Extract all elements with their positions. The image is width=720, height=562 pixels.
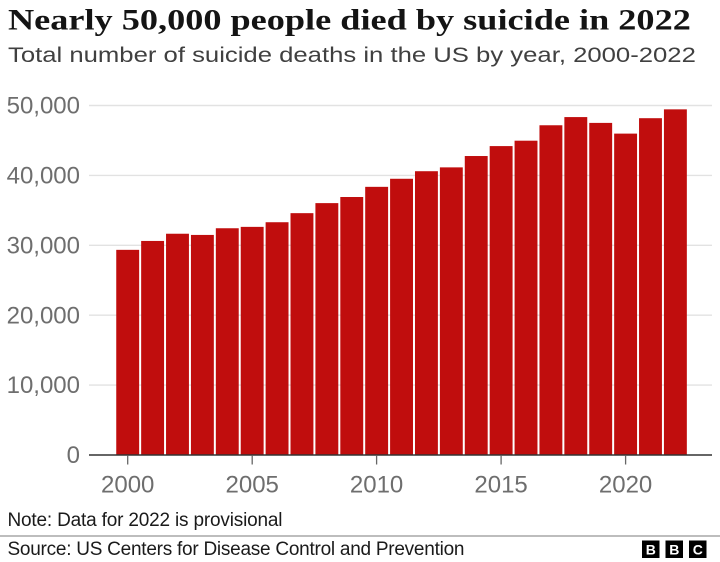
svg-text:20,000: 20,000 (7, 302, 80, 329)
svg-text:Source: US Centers for Disease: Source: US Centers for Disease Control a… (8, 539, 465, 560)
svg-text:2020: 2020 (599, 472, 652, 499)
svg-text:30,000: 30,000 (7, 232, 80, 259)
svg-text:40,000: 40,000 (7, 163, 80, 190)
svg-text:B: B (646, 542, 656, 558)
svg-text:B: B (669, 542, 679, 558)
svg-text:0: 0 (67, 442, 80, 469)
svg-text:2000: 2000 (101, 472, 154, 499)
svg-text:50,000: 50,000 (7, 93, 80, 120)
svg-text:2010: 2010 (350, 472, 403, 499)
svg-text:C: C (693, 542, 703, 558)
svg-text:2015: 2015 (474, 472, 527, 499)
svg-text:Total number of suicide deaths: Total number of suicide deaths in the US… (8, 44, 696, 68)
svg-text:10,000: 10,000 (7, 372, 80, 399)
svg-text:2005: 2005 (226, 472, 279, 499)
svg-text:Nearly 50,000 people died by s: Nearly 50,000 people died by suicide in … (8, 5, 691, 37)
svg-text:Note: Data for 2022 is provisi: Note: Data for 2022 is provisional (8, 510, 283, 531)
